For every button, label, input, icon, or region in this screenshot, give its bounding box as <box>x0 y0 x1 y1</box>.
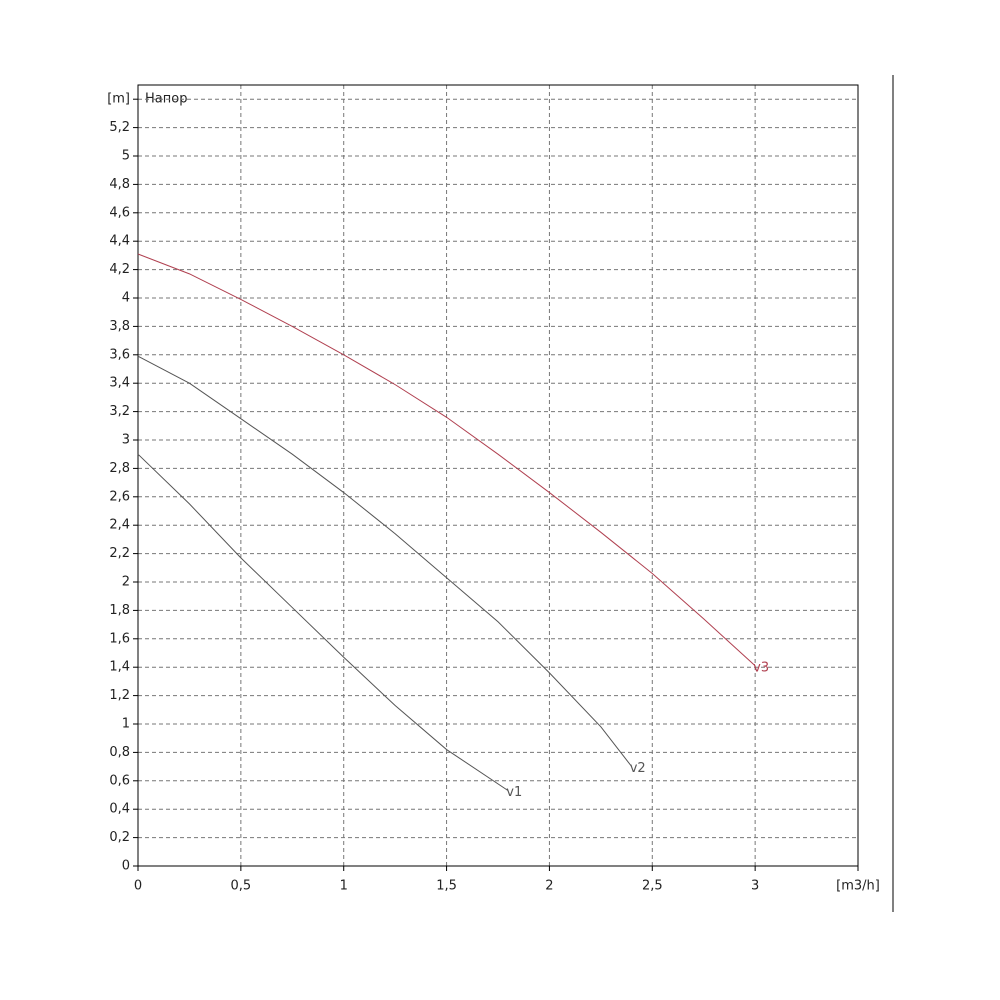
y-tick-label: 0,8 <box>109 745 130 760</box>
y-tick-label: 0 <box>122 859 130 874</box>
y-tick-label: 4,4 <box>109 234 130 249</box>
y-tick-label: 2,6 <box>109 489 130 504</box>
x-tick-label: 0,5 <box>231 879 252 894</box>
y-tick-label: [m] <box>107 92 130 107</box>
y-tick-label: 1,2 <box>109 688 130 703</box>
plot-frame <box>137 84 859 867</box>
y-tick-label: 2,4 <box>109 518 130 533</box>
curve <box>137 453 509 792</box>
y-tick-label: 5 <box>122 149 130 164</box>
y-tick-label: 3,6 <box>109 347 130 362</box>
curve <box>137 355 633 767</box>
x-tick-label: 0 <box>134 879 142 894</box>
y-tick-label: 3,4 <box>109 376 130 391</box>
y-tick-label: 4 <box>122 291 130 306</box>
x-tick-label: 1 <box>340 879 348 894</box>
y-tick-label: 4,6 <box>109 205 130 220</box>
series-label: v2 <box>630 761 646 776</box>
x-tick-label: 1,5 <box>436 879 457 894</box>
y-tick-label: 5,2 <box>109 120 130 135</box>
y-tick-label: 3,2 <box>109 404 130 419</box>
y-tick-label: 2,2 <box>109 546 130 561</box>
series-label: v1 <box>506 785 522 800</box>
x-tick-label: [m3/h] <box>836 879 880 894</box>
x-tick-label: 3 <box>751 879 759 894</box>
y-tick-label: 1,8 <box>109 603 130 618</box>
y-tick-label: 3,8 <box>109 319 130 334</box>
series-label: v3 <box>753 660 769 675</box>
y-tick-label: 3 <box>122 433 130 448</box>
y-tick-label: 1 <box>122 717 130 732</box>
y-tick-label: 1,6 <box>109 631 130 646</box>
y-tick-label: 4,2 <box>109 262 130 277</box>
curve <box>137 253 756 667</box>
y-tick-label: 4,8 <box>109 177 130 192</box>
y-tick-label: 2 <box>122 575 130 590</box>
y-tick-label: 2,8 <box>109 461 130 476</box>
y-tick-label: 0,2 <box>109 830 130 845</box>
y-tick-label: 0,6 <box>109 773 130 788</box>
x-tick-label: 2 <box>545 879 553 894</box>
y-tick-label: 0,4 <box>109 802 130 817</box>
y-tick-label: 1,4 <box>109 660 130 675</box>
x-tick-label: 2,5 <box>642 879 663 894</box>
